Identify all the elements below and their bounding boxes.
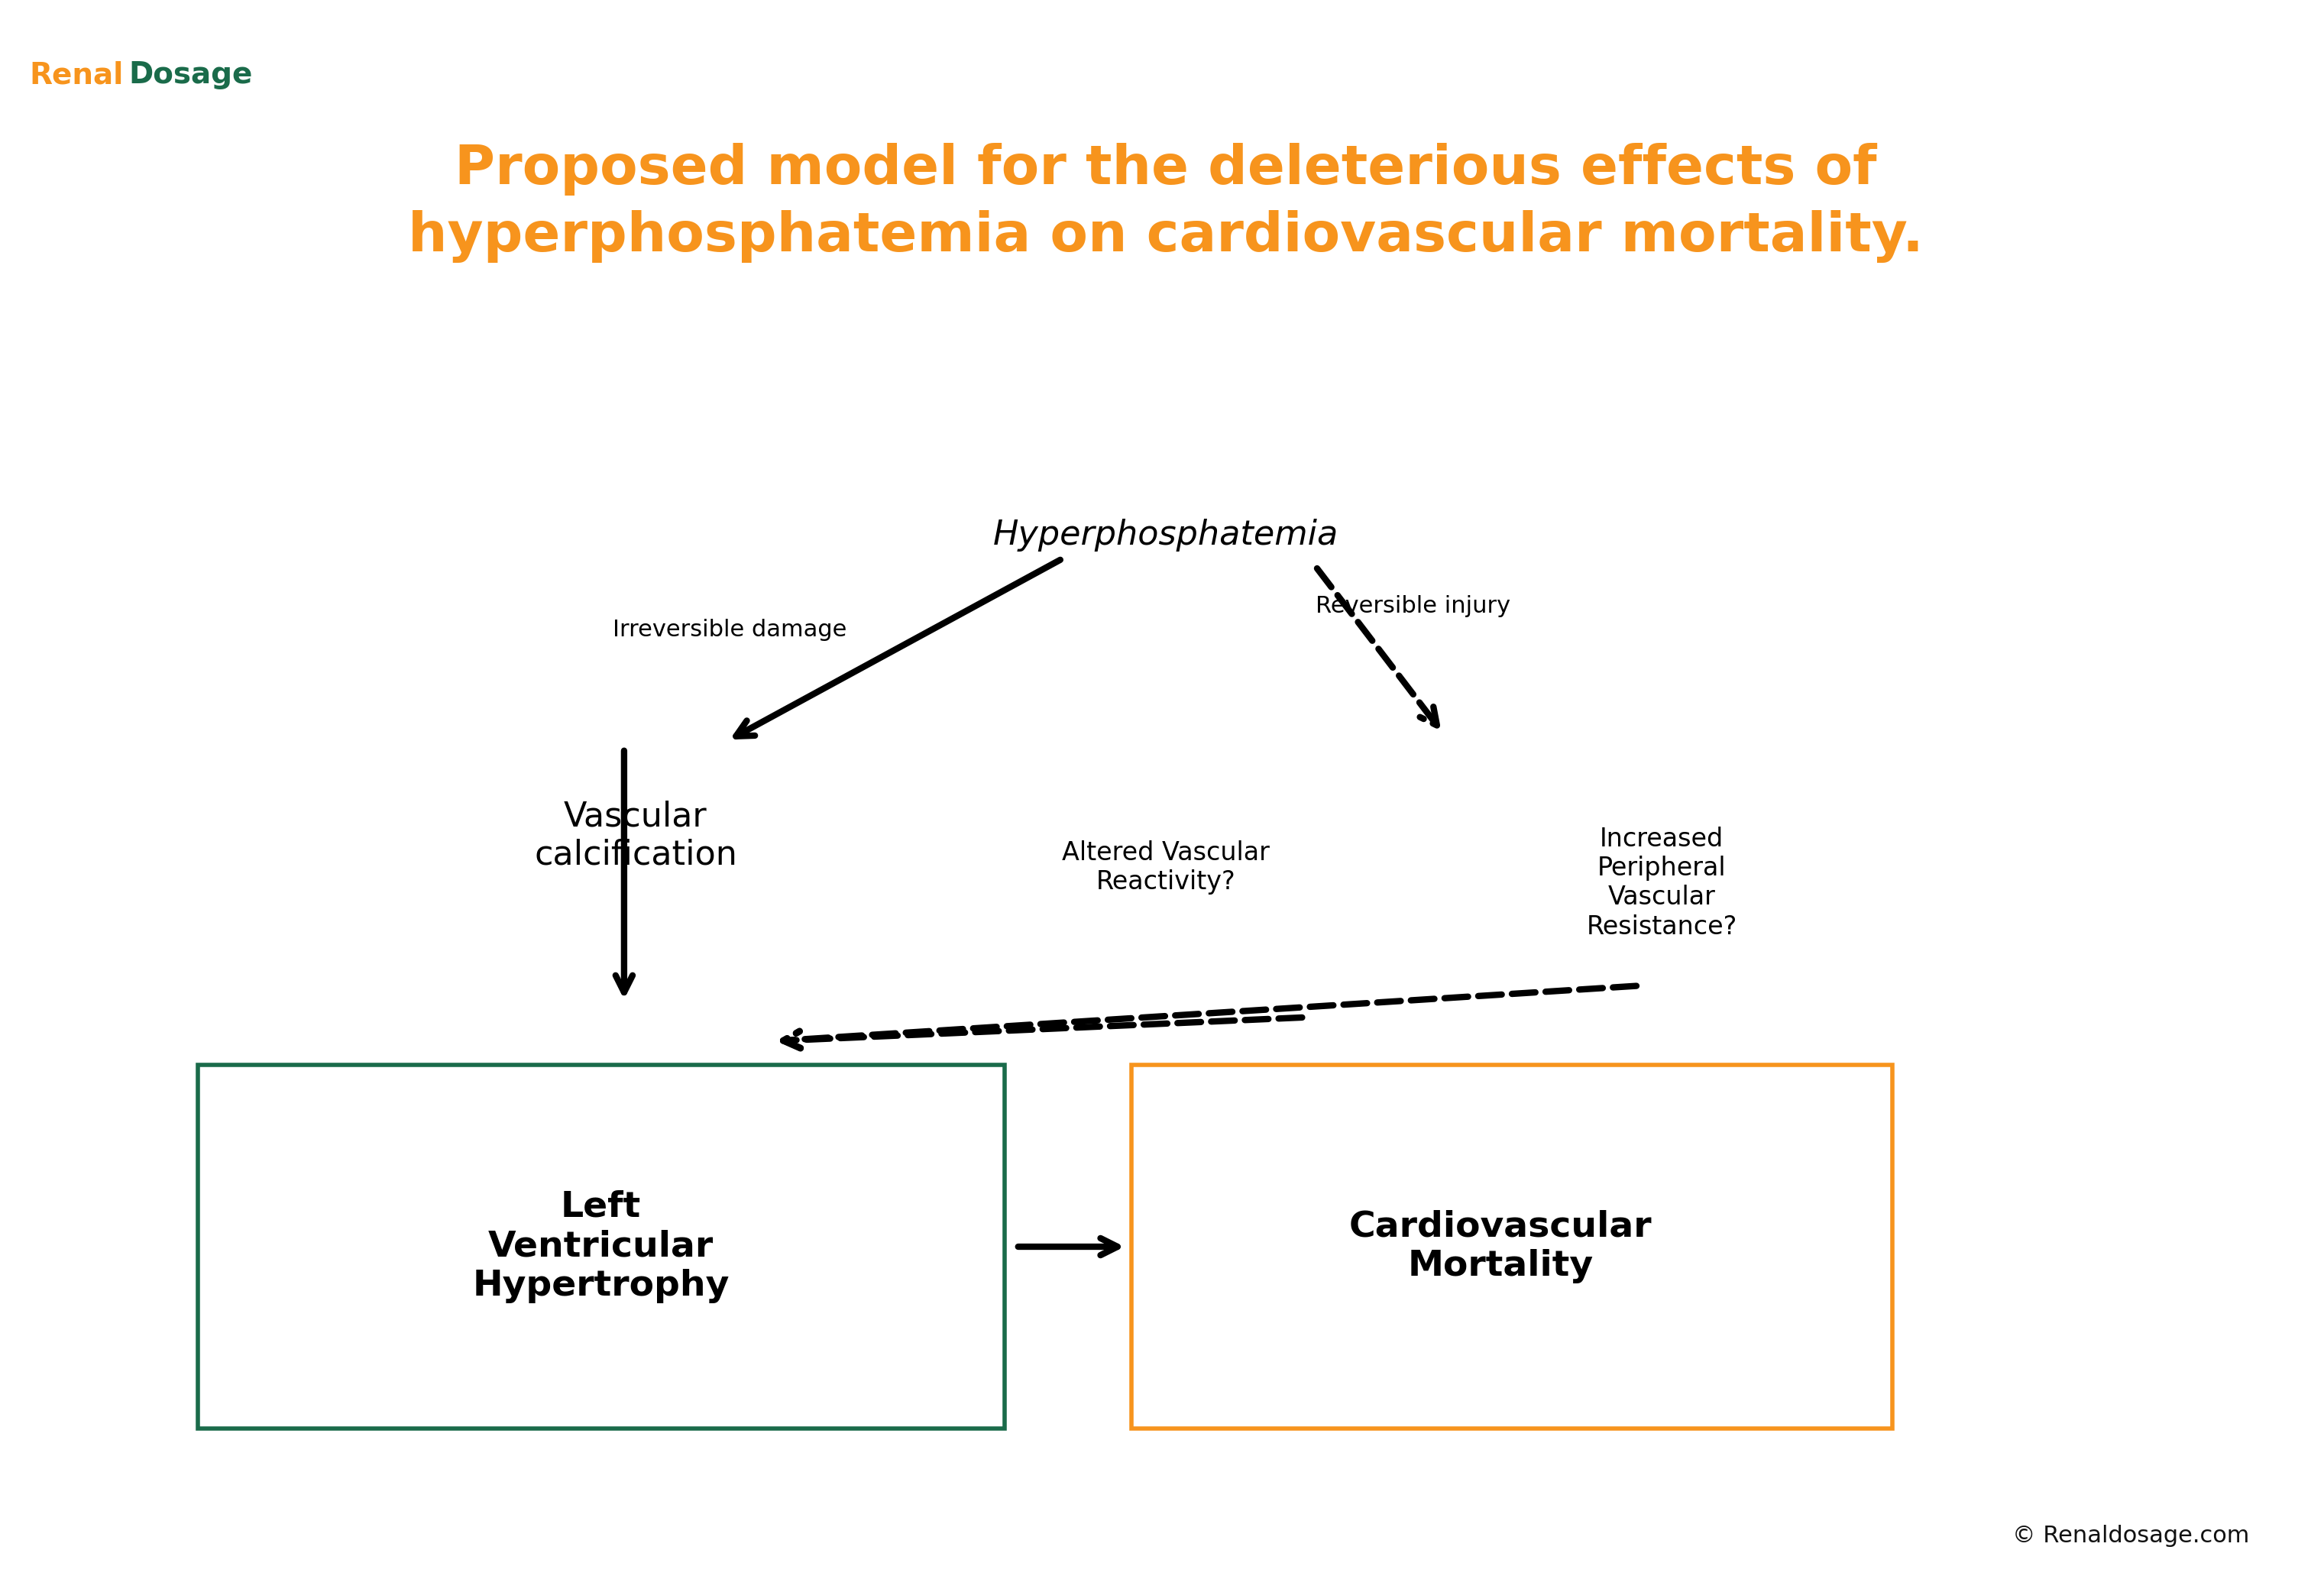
FancyArrowPatch shape <box>616 751 632 992</box>
Text: Left
Ventricular
Hypertrophy: Left Ventricular Hypertrophy <box>472 1189 730 1304</box>
FancyBboxPatch shape <box>1132 1065 1892 1428</box>
FancyArrowPatch shape <box>737 560 1060 736</box>
Text: Hyperphosphatemia: Hyperphosphatemia <box>992 519 1339 551</box>
FancyBboxPatch shape <box>198 1065 1004 1428</box>
Text: Proposed model for the deleterious effects of
hyperphosphatemia on cardiovascula: Proposed model for the deleterious effec… <box>409 143 1924 263</box>
Text: Irreversible damage: Irreversible damage <box>614 619 846 642</box>
FancyArrowPatch shape <box>783 1017 1301 1049</box>
Text: Cardiovascular
Mortality: Cardiovascular Mortality <box>1348 1210 1652 1283</box>
Text: Renal: Renal <box>30 60 123 89</box>
Text: Altered Vascular
Reactivity?: Altered Vascular Reactivity? <box>1062 841 1269 895</box>
FancyArrowPatch shape <box>783 985 1636 1048</box>
FancyArrowPatch shape <box>1018 1239 1118 1254</box>
FancyArrowPatch shape <box>1318 568 1436 726</box>
Text: Dosage: Dosage <box>128 60 253 89</box>
Text: Reversible injury: Reversible injury <box>1315 595 1511 618</box>
Text: © Renaldosage.com: © Renaldosage.com <box>2013 1525 2250 1547</box>
Text: Increased
Peripheral
Vascular
Resistance?: Increased Peripheral Vascular Resistance… <box>1587 826 1736 939</box>
Text: Vascular
calcification: Vascular calcification <box>535 801 737 871</box>
